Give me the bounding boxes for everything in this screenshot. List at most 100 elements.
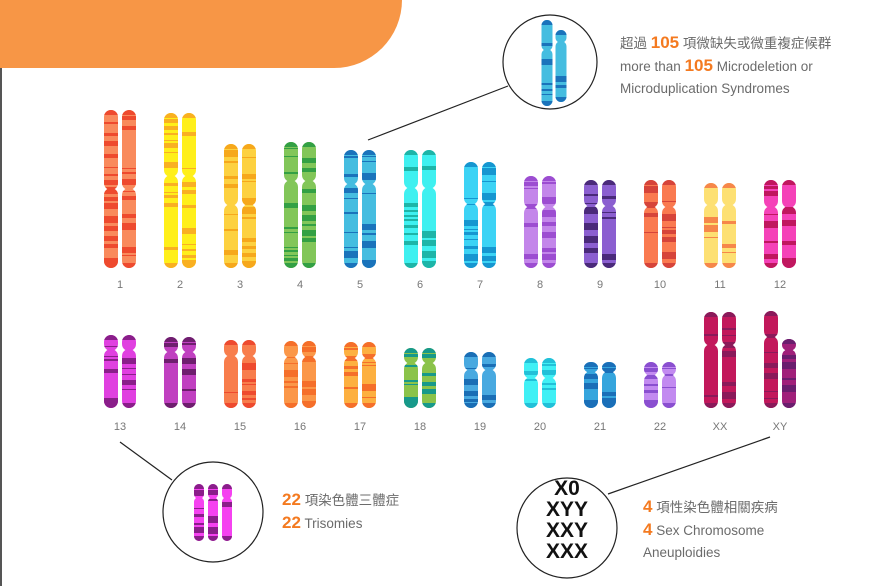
band: [404, 215, 418, 217]
band: [722, 342, 736, 348]
band: [602, 398, 616, 405]
chromosome-10: [644, 180, 658, 268]
band: [404, 219, 418, 221]
band: [404, 380, 418, 382]
band: [284, 381, 298, 383]
band: [182, 255, 196, 258]
chromosome-label: 12: [774, 279, 786, 291]
band: [362, 156, 376, 157]
count: 4: [643, 520, 653, 539]
band: [464, 239, 478, 240]
band: [284, 250, 298, 252]
chromosome-22: [662, 362, 676, 408]
band: [194, 514, 204, 517]
band: [404, 384, 418, 385]
band: [122, 223, 136, 230]
chromosome-4: [284, 142, 298, 268]
band: [242, 261, 256, 266]
microdeletion-chromosome: [555, 30, 567, 102]
trisomy-chromosome: [208, 484, 218, 541]
chromosome-16: [302, 341, 316, 408]
band: [284, 370, 298, 377]
band: [302, 347, 316, 352]
band: [404, 365, 418, 367]
count: 105: [650, 33, 680, 52]
band: [284, 172, 298, 174]
band: [482, 181, 496, 182]
band: [164, 143, 178, 148]
band: [644, 368, 658, 372]
chromosome-14: [164, 337, 178, 408]
band: [104, 167, 118, 168]
band: [224, 392, 238, 393]
chromosome-11: [704, 183, 718, 268]
band: [104, 369, 118, 373]
microdeletion-caption: 超過 105 項微缺失或微重複症候群 more than 105 Microde…: [620, 32, 831, 100]
band: [764, 391, 778, 392]
chromosome-19: [482, 352, 496, 408]
band: [104, 174, 118, 176]
chromosome-3: [242, 144, 256, 268]
chromosome-label: 15: [234, 421, 246, 433]
band: [182, 369, 196, 375]
band: [422, 373, 436, 376]
band: [242, 198, 256, 205]
band: [164, 126, 178, 130]
band: [602, 368, 616, 373]
band: [104, 226, 118, 231]
chromosome-8: [542, 176, 556, 268]
chromosome-3: [224, 144, 238, 268]
band: [362, 354, 376, 359]
chromosome-7: [482, 162, 496, 268]
band: [764, 373, 778, 379]
band: [104, 154, 118, 158]
band: [284, 203, 298, 208]
band: [464, 391, 478, 396]
band: [782, 362, 796, 369]
band: [602, 196, 616, 199]
band: [541, 59, 553, 65]
count: 22: [282, 490, 301, 509]
count: 22: [282, 513, 301, 532]
chromosome-label: 4: [297, 279, 303, 291]
band: [722, 328, 736, 330]
band: [464, 399, 478, 402]
band: [602, 392, 616, 396]
band: [404, 167, 418, 171]
band: [482, 193, 496, 200]
band: [284, 363, 298, 364]
band: [704, 334, 718, 336]
band: [362, 362, 376, 363]
band: [164, 140, 178, 141]
band: [242, 246, 256, 249]
band: [644, 390, 658, 393]
band: [542, 182, 556, 184]
karyotype: XYY: [545, 498, 589, 521]
text: 超過: [620, 36, 647, 51]
trisomies-caption: 22 項染色體三體症 22 Trisomies: [282, 489, 399, 535]
band: [524, 188, 538, 189]
chromosome-label: 16: [294, 421, 306, 433]
band: [764, 186, 778, 189]
band: [764, 363, 778, 368]
chromosome-13: [122, 335, 136, 408]
band: [662, 230, 676, 234]
chromosome-13: [104, 335, 118, 408]
chromosome-17: [344, 342, 358, 408]
band: [542, 232, 556, 238]
band: [644, 400, 658, 406]
band: [164, 203, 178, 207]
band: [542, 248, 556, 252]
band: [764, 191, 778, 196]
chromosome-7: [464, 162, 478, 268]
band: [182, 389, 196, 391]
band: [344, 156, 358, 158]
band: [584, 194, 598, 196]
band: [764, 254, 778, 259]
band: [104, 141, 118, 146]
chromosome-21: [602, 362, 616, 408]
chromosome-6: [422, 150, 436, 268]
band: [302, 356, 316, 362]
band: [302, 205, 316, 211]
band: [542, 383, 556, 385]
